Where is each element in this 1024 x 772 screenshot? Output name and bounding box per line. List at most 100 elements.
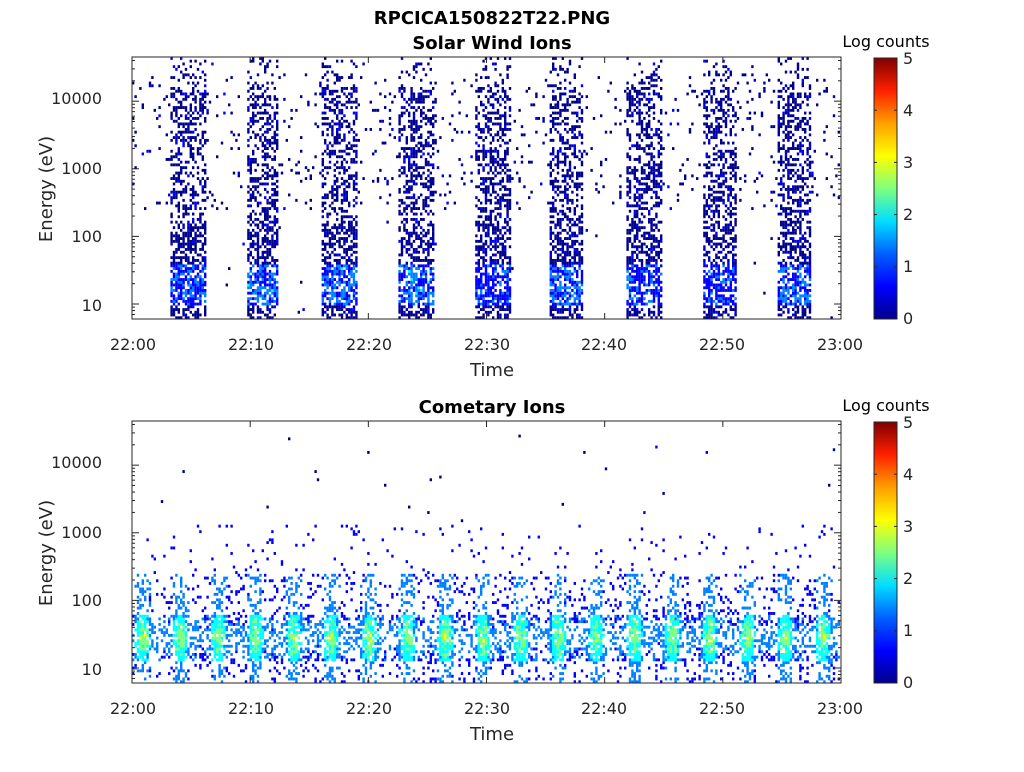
heatmap-cell [340,226,344,230]
heatmap-cell [352,89,356,93]
heatmap-cell [338,294,341,298]
heatmap-cell [556,278,560,281]
heatmap-cell [420,92,423,96]
heatmap-cell [564,87,567,90]
heatmap-cell [204,138,207,142]
heatmap-cell [408,269,411,273]
heatmap-cell [489,119,492,123]
heatmap-cell [480,103,483,107]
heatmap-cell [326,269,329,273]
heatmap-cell [249,291,252,295]
heatmap-cell [415,62,418,66]
heatmap-cell [552,149,555,153]
heatmap-cell [196,275,200,279]
heatmap-cell [352,188,356,191]
heatmap-cell [199,62,202,66]
heatmap-cell [192,185,195,189]
heatmap-cell [636,209,639,213]
heatmap-cell [410,299,413,303]
heatmap-cell [268,174,272,178]
heatmap-cell [489,291,492,295]
heatmap-cell [496,138,500,142]
heatmap-cell [559,160,562,164]
heatmap-cell [326,196,329,200]
heatmap-cell [568,278,572,281]
heatmap-cell [655,237,658,240]
heatmap-cell [580,231,584,235]
heatmap-cell [336,141,339,145]
heatmap-cell [324,138,327,142]
heatmap-cell [578,299,581,303]
heatmap-cell [331,310,334,314]
heatmap-cell [331,92,334,96]
heatmap-cell [170,242,173,246]
heatmap-cell [561,92,564,96]
heatmap-cell [295,163,298,167]
heatmap-cell [580,316,584,319]
heatmap-cell [189,171,192,175]
heatmap-cell [477,261,480,265]
heatmap-cell [350,313,353,317]
heatmap-cell [636,234,639,238]
heatmap-cell [432,179,435,183]
heatmap-cell [405,147,408,150]
heatmap-cell [648,185,651,189]
heatmap-cell [316,125,320,129]
heatmap-cell [496,152,500,156]
heatmap-cell [432,231,435,235]
heatmap-cell [276,272,279,276]
heatmap-cell [496,299,500,303]
heatmap-cell [348,220,351,224]
heatmap-cell [477,250,480,254]
heatmap-cell [628,291,632,295]
heatmap-cell [477,283,480,287]
heatmap-cell [508,256,512,260]
heatmap-cell [504,106,507,109]
heatmap-cell [398,117,401,120]
heatmap-cell [489,218,492,221]
heatmap-cell [403,125,406,129]
heatmap-cell [556,152,560,156]
heatmap-cell [170,289,173,292]
heatmap-cell [184,108,188,112]
heatmap-cell [268,272,272,276]
heatmap-cell [324,117,327,120]
heatmap-cell [513,119,516,123]
heatmap-cell [340,297,344,301]
heatmap-cell [201,269,204,273]
heatmap-cell [189,119,192,123]
heatmap-cell [336,212,339,216]
heatmap-cell [477,310,480,314]
heatmap-cell [189,297,192,301]
heatmap-cell [708,188,711,191]
heatmap-cell [552,122,555,126]
heatmap-cell [333,272,336,276]
heatmap-cell [348,141,351,145]
heatmap-cell [494,215,497,219]
heatmap-cell [432,239,435,243]
heatmap-cell [482,103,485,107]
heatmap-cell [638,220,641,224]
heatmap-cell [552,95,555,99]
heatmap-cell [400,220,404,224]
heatmap-cell [643,313,646,317]
heatmap-cell [386,182,389,186]
heatmap-cell [523,133,526,137]
heatmap-cell [201,248,204,251]
heatmap-cell [657,155,660,159]
heatmap-cell [187,305,190,309]
heatmap-cell [559,291,562,295]
heatmap-cell [398,286,401,290]
heatmap-cell [571,136,574,139]
heatmap-cell [192,267,195,270]
heatmap-cell [336,239,339,243]
heatmap-cell [340,163,344,167]
heatmap-cell [410,207,413,210]
heatmap-cell [276,179,279,183]
heatmap-cell [172,310,176,314]
heatmap-cell [273,201,276,205]
heatmap-cell [177,316,180,319]
heatmap-cell [355,174,358,178]
heatmap-cell [417,299,420,303]
heatmap-cell [271,174,274,178]
